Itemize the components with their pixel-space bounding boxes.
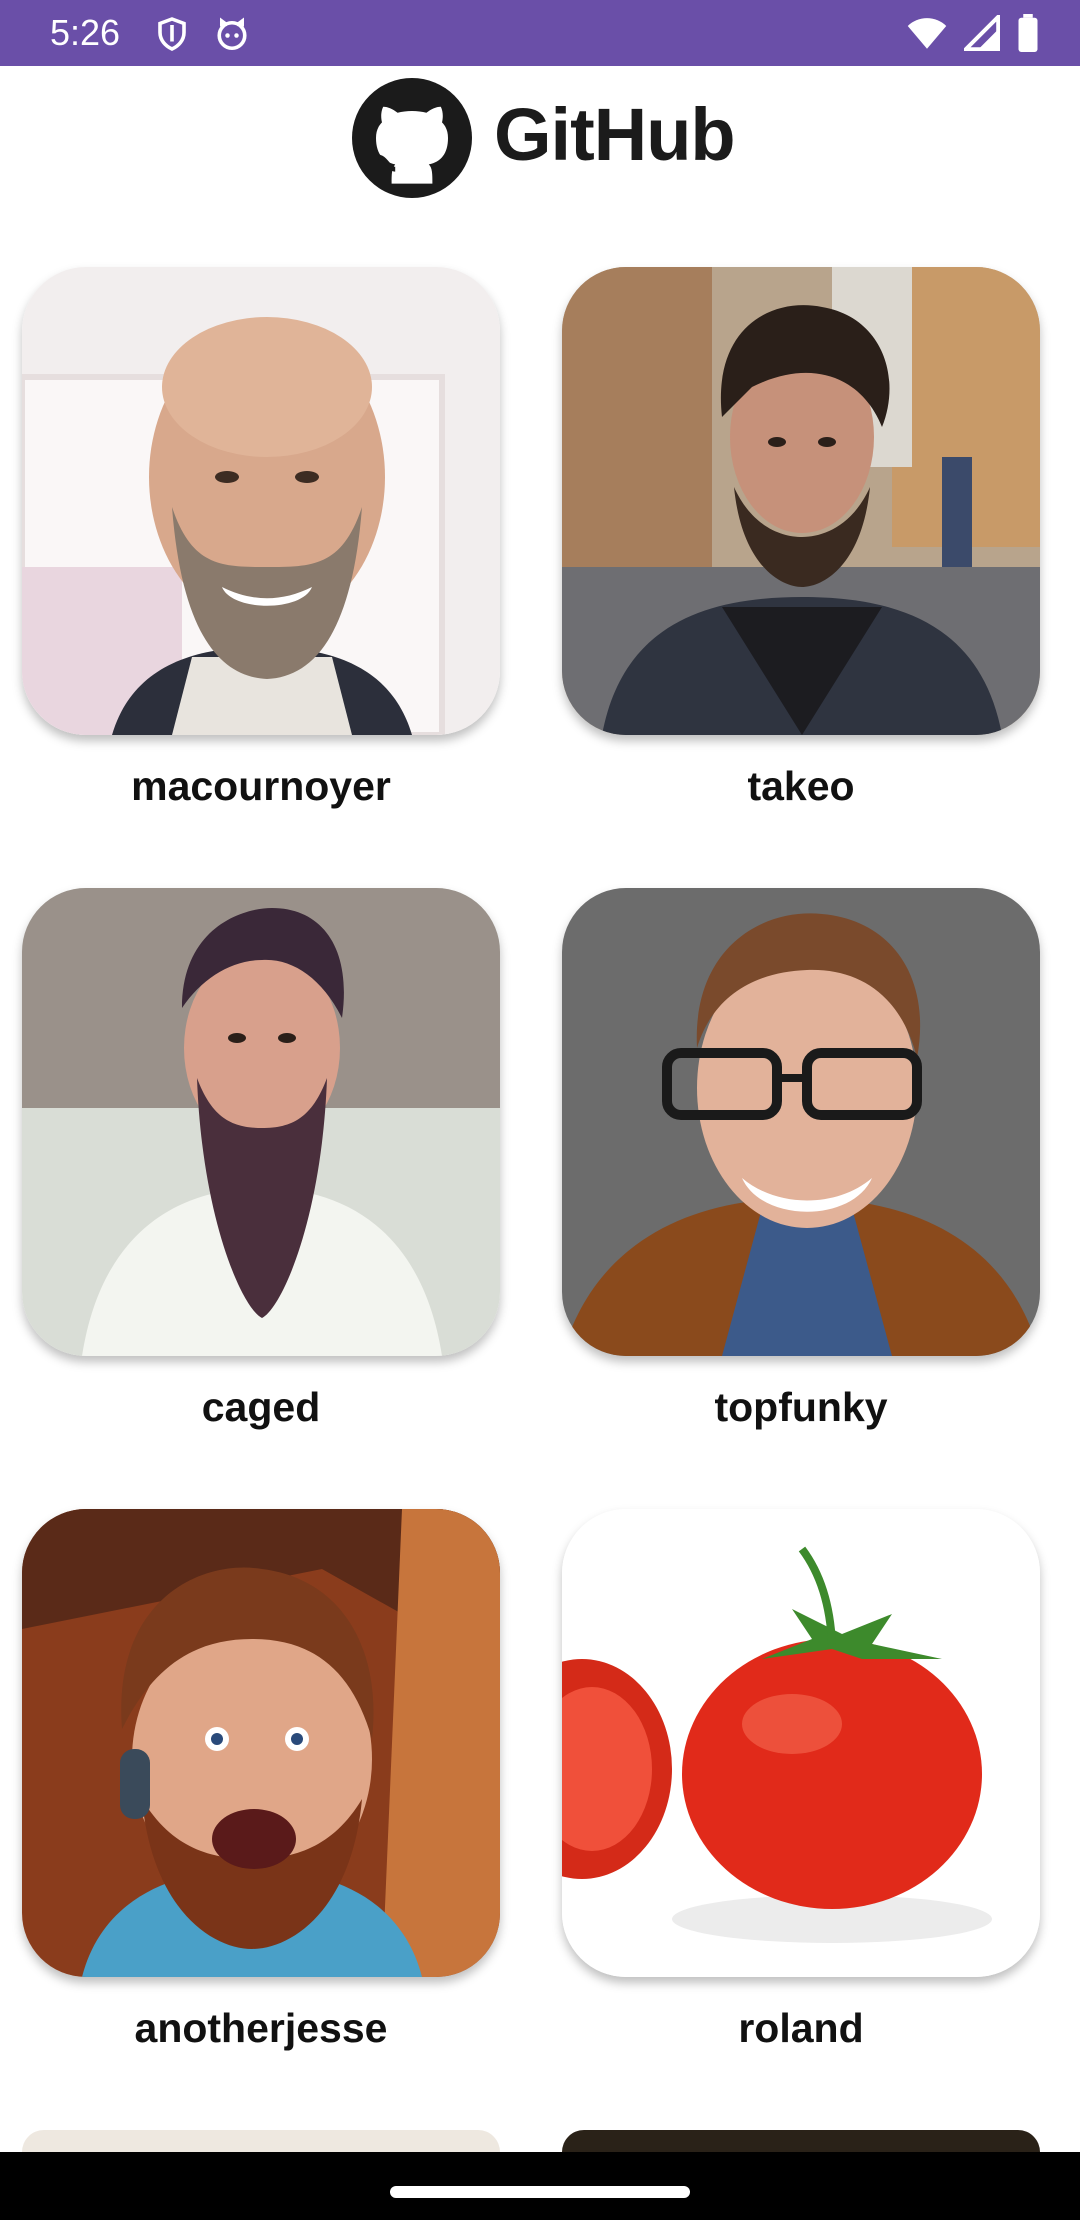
user-card-partial[interactable] xyxy=(562,2130,1040,2152)
username-label: anotherjesse xyxy=(134,2005,388,2051)
cat-icon xyxy=(217,17,247,51)
user-card-partial[interactable] xyxy=(22,2130,500,2152)
username-label: takeo xyxy=(747,763,855,809)
user-card[interactable]: anotherjesse xyxy=(22,1509,500,2052)
home-gesture-handle[interactable] xyxy=(390,2186,690,2198)
username-label: macournoyer xyxy=(131,763,391,809)
user-avatar[interactable] xyxy=(22,1509,500,1977)
signal-icon xyxy=(964,15,1000,51)
user-card[interactable]: takeo xyxy=(562,267,1040,810)
avatar-photo xyxy=(22,267,500,735)
user-card[interactable]: macournoyer xyxy=(22,267,500,810)
wifi-icon xyxy=(907,18,947,49)
user-avatar[interactable] xyxy=(22,888,500,1356)
avatar-photo xyxy=(22,888,500,1356)
user-avatar[interactable] xyxy=(562,267,1040,735)
user-avatar[interactable] xyxy=(562,1509,1040,1977)
brand-title: GitHub xyxy=(494,93,736,176)
user-avatar[interactable] xyxy=(562,888,1040,1356)
shield-icon xyxy=(158,17,186,51)
avatar-photo xyxy=(22,1509,500,1977)
status-time: 5:26 xyxy=(50,12,121,53)
user-avatar[interactable] xyxy=(22,267,500,735)
battery-icon xyxy=(1018,14,1038,52)
user-card[interactable]: topfunky xyxy=(562,888,1040,1431)
username-label: roland xyxy=(738,2005,864,2051)
user-card[interactable]: caged xyxy=(22,888,500,1431)
avatar-photo xyxy=(562,888,1040,1356)
username-label: topfunky xyxy=(714,1384,888,1430)
user-card[interactable]: roland xyxy=(562,1509,1040,2052)
avatar-photo xyxy=(562,1509,1040,1977)
status-right-icons xyxy=(906,14,1040,52)
github-octocat-icon xyxy=(352,78,472,198)
avatar-photo xyxy=(562,267,1040,735)
status-bar: 5:26 xyxy=(0,0,1080,66)
username-label: caged xyxy=(201,1384,321,1430)
